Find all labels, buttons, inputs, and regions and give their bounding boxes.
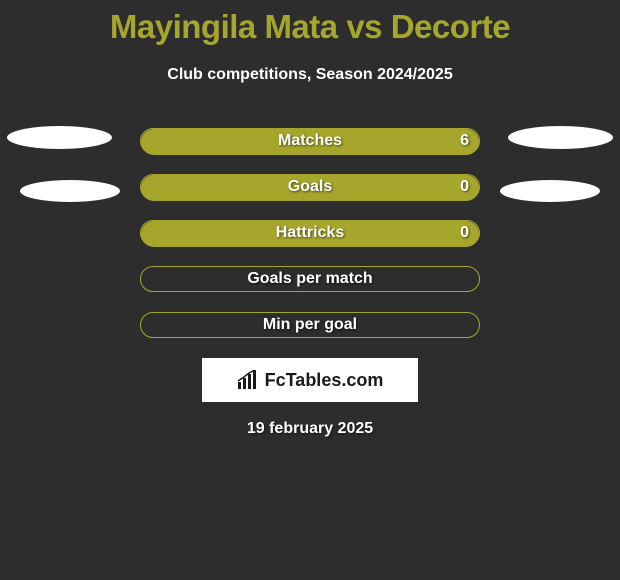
- subtitle: Club competitions, Season 2024/2025: [0, 66, 620, 84]
- stats-container: Matches 6 Goals 0 Hattricks 0 Goals per match M…: [0, 128, 620, 338]
- stat-bar: Matches 6: [140, 128, 480, 154]
- stat-bar: Hattricks 0: [140, 220, 480, 246]
- stat-label: Goals per match: [247, 270, 372, 288]
- stat-bar: Goals 0: [140, 174, 480, 200]
- chart-icon: [237, 370, 259, 390]
- stat-row: Goals per match: [0, 266, 620, 292]
- decorative-ellipse: [500, 180, 600, 202]
- player2-name: Decorte: [391, 8, 510, 45]
- stat-row: Min per goal: [0, 312, 620, 338]
- page-title: Mayingila Mata vs Decorte: [0, 0, 620, 46]
- vs-text: vs: [346, 8, 382, 45]
- date-text: 19 february 2025: [0, 420, 620, 438]
- stat-bar: Goals per match: [140, 266, 480, 292]
- stat-label: Goals: [288, 178, 332, 196]
- player1-name: Mayingila Mata: [110, 8, 338, 45]
- stat-value: 6: [460, 132, 469, 150]
- stat-row: Hattricks 0: [0, 220, 620, 246]
- decorative-ellipse: [7, 126, 112, 149]
- decorative-ellipse: [508, 126, 613, 149]
- stat-value: 0: [460, 224, 469, 242]
- stat-bar: Min per goal: [140, 312, 480, 338]
- stat-label: Hattricks: [276, 224, 344, 242]
- fctables-logo[interactable]: FcTables.com: [202, 358, 418, 402]
- stat-value: 0: [460, 178, 469, 196]
- decorative-ellipse: [20, 180, 120, 202]
- stat-label: Matches: [278, 132, 342, 150]
- logo-text: FcTables.com: [265, 370, 384, 391]
- stat-label: Min per goal: [263, 316, 357, 334]
